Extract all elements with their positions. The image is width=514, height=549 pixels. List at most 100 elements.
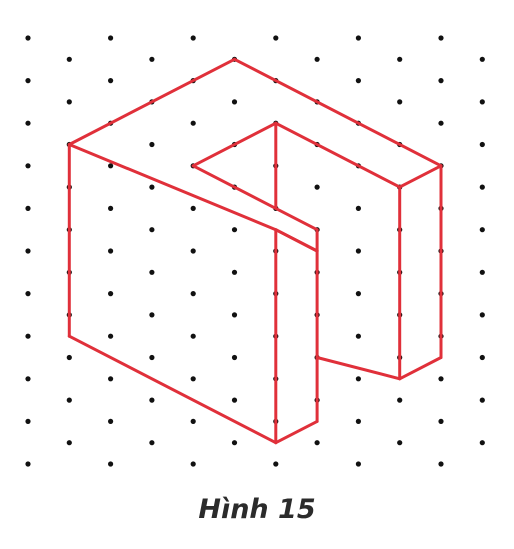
grid-dot	[25, 78, 31, 84]
grid-dot	[25, 35, 31, 41]
grid-dot	[479, 269, 485, 275]
solid-edge	[315, 356, 402, 381]
grid-dot	[479, 354, 485, 361]
grid-dot	[66, 397, 72, 403]
grid-dot	[273, 35, 279, 41]
grid-dot	[149, 397, 155, 403]
grid-dot	[190, 120, 196, 126]
solid-edge	[398, 356, 443, 381]
grid-dot	[479, 312, 485, 318]
grid-dot	[25, 418, 31, 424]
grid-dot	[108, 291, 114, 297]
grid-dot	[273, 461, 279, 467]
grid-dot	[66, 440, 72, 446]
grid-dot	[438, 78, 444, 84]
grid-dot	[231, 354, 238, 361]
grid-dot	[190, 333, 196, 339]
grid-dot	[190, 376, 196, 382]
grid-dot	[25, 333, 31, 339]
grid-dot	[231, 99, 238, 105]
solid-edge	[398, 164, 443, 189]
grid-dot	[108, 376, 114, 382]
grid-dot	[149, 440, 155, 446]
grid-dot	[66, 56, 72, 62]
grid-dot	[231, 227, 238, 233]
grid-dot	[397, 56, 403, 62]
grid-dot	[479, 99, 485, 105]
grid-dot	[438, 35, 444, 41]
grid-dot	[355, 333, 361, 339]
grid-dot	[438, 120, 444, 126]
grid-dot	[108, 418, 114, 424]
grid-dot	[438, 461, 444, 467]
dot-grid	[25, 35, 485, 467]
grid-dot	[25, 248, 31, 254]
grid-dot	[479, 141, 485, 148]
grid-dot	[190, 205, 196, 211]
grid-dot	[397, 99, 403, 105]
grid-dot	[479, 440, 485, 446]
grid-dot	[355, 35, 361, 41]
grid-dot	[231, 397, 238, 403]
grid-dot	[190, 291, 196, 297]
grid-dot	[190, 418, 196, 424]
grid-dot	[149, 312, 155, 318]
solid-edge	[67, 57, 236, 146]
grid-dot	[355, 461, 361, 467]
grid-dot	[190, 461, 196, 467]
figure-caption: Hình 15	[198, 494, 316, 525]
grid-dot	[66, 354, 72, 361]
grid-dot	[108, 461, 114, 467]
grid-dot	[355, 205, 361, 211]
grid-dot	[149, 269, 155, 275]
grid-dot	[355, 248, 361, 254]
grid-dot	[314, 184, 320, 190]
grid-dot	[314, 56, 320, 62]
grid-dot	[25, 205, 31, 211]
grid-dot	[231, 269, 238, 275]
solid-edge	[274, 228, 319, 253]
solid-edge	[67, 334, 278, 445]
grid-dot	[231, 440, 238, 446]
grid-dot	[25, 120, 31, 126]
grid-dot	[438, 418, 444, 424]
grid-dot	[479, 397, 485, 403]
grid-dot	[149, 227, 155, 233]
isometric-solid-outline	[67, 57, 443, 445]
grid-dot	[108, 205, 114, 211]
solid-edge	[233, 57, 443, 168]
grid-dot	[25, 376, 31, 382]
solid-edge	[191, 121, 278, 168]
grid-dot	[149, 141, 155, 148]
solid-edge	[274, 419, 319, 445]
solid-edge	[191, 164, 278, 210]
grid-dot	[108, 333, 114, 339]
grid-dot	[355, 78, 361, 84]
grid-dot	[149, 354, 155, 361]
solid-edge	[274, 206, 319, 232]
grid-dot	[314, 440, 320, 446]
grid-dot	[190, 35, 196, 41]
grid-dot	[355, 291, 361, 297]
solid-edge	[274, 121, 402, 189]
grid-dot	[108, 35, 114, 41]
grid-dot	[149, 184, 155, 190]
grid-dot	[438, 376, 444, 382]
grid-dot	[355, 376, 361, 382]
grid-dot	[190, 248, 196, 254]
grid-dot	[108, 248, 114, 254]
grid-dot	[355, 418, 361, 424]
solid-edge	[67, 143, 278, 232]
grid-dot	[25, 163, 31, 169]
grid-dot	[25, 461, 31, 467]
grid-dot	[149, 56, 155, 62]
grid-dot	[231, 312, 238, 318]
grid-dot	[479, 56, 485, 62]
grid-dot	[479, 227, 485, 233]
grid-dot	[108, 163, 114, 169]
grid-dot	[108, 78, 114, 84]
grid-dot	[397, 397, 403, 403]
grid-dot	[25, 291, 31, 297]
grid-dot	[397, 440, 403, 446]
